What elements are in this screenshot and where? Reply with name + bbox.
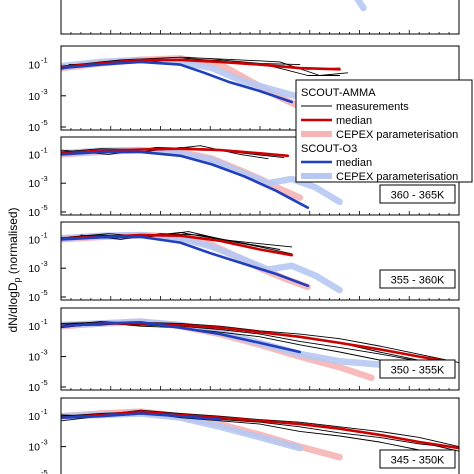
series-median-o3 [61,412,222,421]
panel-title: 360 - 365K [391,190,445,202]
y-tick-label: 10 [28,234,40,246]
series-layer [61,408,459,461]
y-axis-label: dN/dlogDp (normalised) [6,207,22,332]
legend: SCOUT-AMMA measurements median CEPEX parame… [295,79,473,183]
series-layer [61,145,343,209]
panel-title-box [379,269,456,289]
y-tick-exponent: -1 [41,407,48,416]
y-tick-exponent: -3 [41,87,48,96]
y-tick-exponent: -1 [41,56,48,65]
panel-title-box [379,449,456,469]
y-tick-exponent: -1 [41,317,48,326]
legend-label: CEPEX parameterisation [336,129,458,141]
y-tick-label: 10 [28,411,40,423]
y-tick-exponent: -5 [41,118,48,127]
y-tick-exponent: -1 [41,230,48,239]
legend-label: measurements [336,101,409,113]
legend-group-title: SCOUT-O3 [301,143,357,155]
panel-1: 10-110-3 [28,0,460,35]
panel-title: 350 - 355K [391,365,445,377]
y-axis-label-subscript: p [12,277,22,282]
series-measurement [61,411,459,452]
y-tick-label: 10 [28,60,40,72]
series-cepex-o3 [354,0,367,12]
y-tick-label: 10 [28,178,40,190]
panel-frame [60,0,460,35]
panel-frame [60,221,460,301]
y-tick-label: 10 [28,149,40,161]
panel-title: 345 - 350K [391,455,445,467]
y-tick-label: 10 [28,382,40,394]
series-median-o3 [61,321,302,354]
series-layer [61,318,459,382]
y-tick-label: 10 [28,263,40,275]
panel-frame [60,307,460,391]
y-tick-exponent: -5 [41,468,48,474]
series-cepex-o3 [61,410,304,452]
series-median-o3 [61,235,310,288]
legend-group-title: SCOUT-AMMA [301,87,376,99]
panel-title: 355 - 360K [391,275,445,287]
y-tick-exponent: -5 [41,203,48,212]
legend-label: median [336,115,372,127]
panels-layer: 10-110-310-110-310-5365 - 375/385K10-110… [28,0,460,474]
y-axis-label-suffix: (normalised) [6,207,20,277]
panel-title-box [379,184,456,204]
series-median-o3 [61,60,294,104]
series-measurement [61,413,459,449]
legend-label: median [336,157,372,169]
series-layer [61,231,343,294]
y-tick-label: 10 [28,352,40,364]
y-tick-exponent: -1 [41,145,48,154]
series-median-o3 [61,150,310,209]
y-tick-label: 10 [28,207,40,219]
y-tick-exponent: -3 [41,438,48,447]
y-tick-label: 10 [28,292,40,304]
y-tick-label: 10 [28,321,40,333]
y-tick-exponent: -3 [41,174,48,183]
y-tick-label: 10 [28,472,40,474]
series-measurement [68,231,293,255]
y-tick-exponent: -3 [41,259,48,268]
y-tick-label: 10 [28,442,40,454]
series-layer [61,55,349,110]
y-tick-exponent: -5 [41,378,48,387]
series-median-amma [61,410,459,450]
panel-title-box [379,359,456,379]
y-tick-label: 10 [28,122,40,134]
legend-label: CEPEX parameterisation [336,171,458,183]
panel-frame [60,397,460,474]
series-median-amma [61,58,341,71]
y-tick-exponent: -5 [41,288,48,297]
y-tick-exponent: -3 [41,348,48,357]
series-cepex-amma [61,146,304,201]
y-tick-label: 10 [28,91,40,103]
series-layer [354,0,367,12]
y-tick-label: 10 [28,0,40,3]
